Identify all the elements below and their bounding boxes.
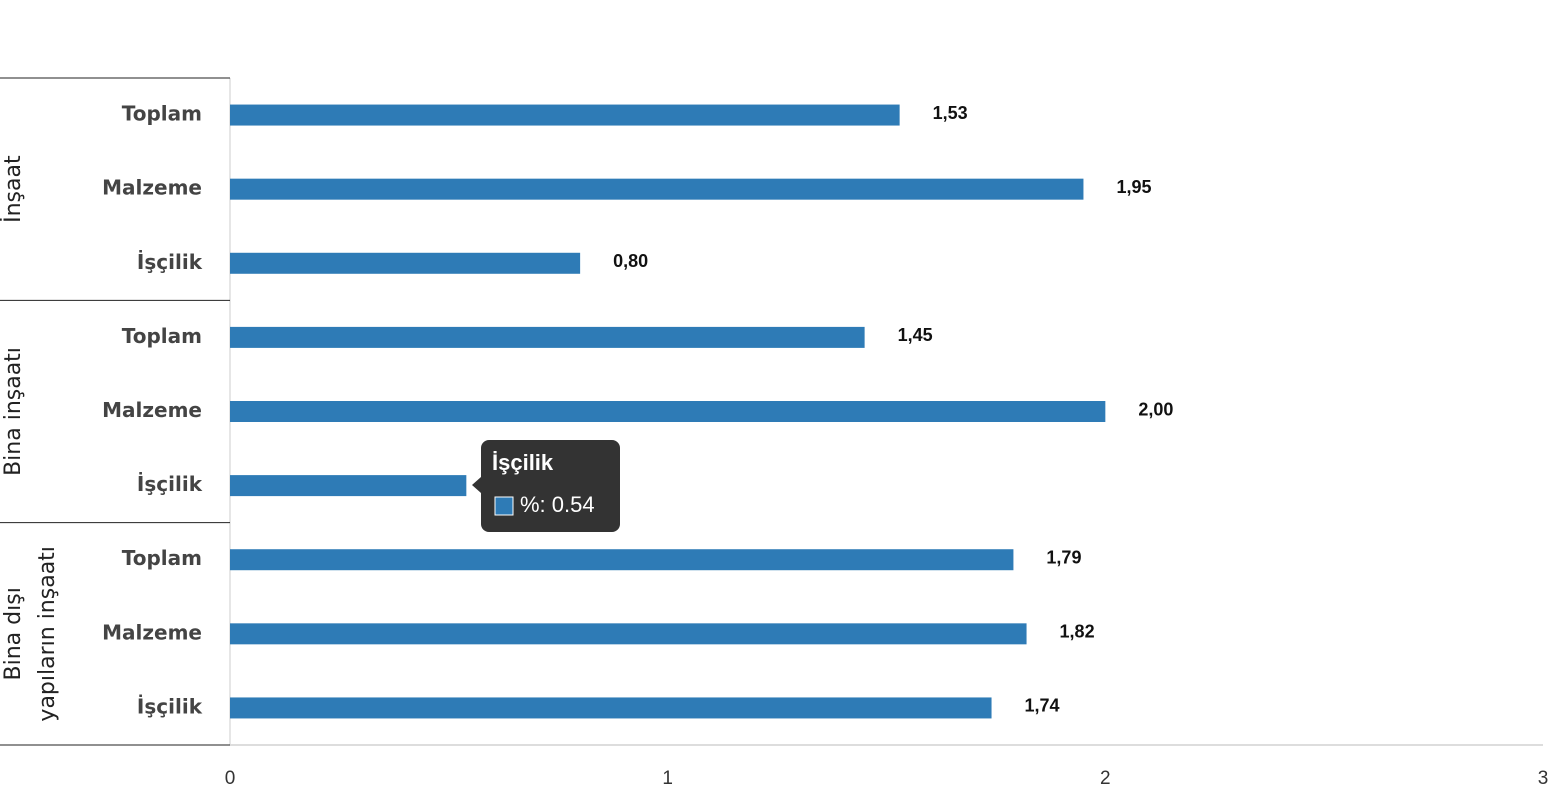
value-label: 1,79 xyxy=(1046,547,1081,567)
group-label: İnşaat xyxy=(0,155,26,223)
category-label: Malzeme xyxy=(102,176,202,200)
tooltip-swatch xyxy=(494,496,514,516)
value-label: 1,45 xyxy=(898,325,933,345)
bar xyxy=(230,697,992,719)
group-label: Bina inşaatı xyxy=(1,347,26,476)
bar xyxy=(230,178,1084,200)
category-label: Toplam xyxy=(122,324,202,348)
value-label: 0,80 xyxy=(613,251,648,271)
bar xyxy=(230,549,1014,571)
tooltip-title: İşçilik xyxy=(492,450,554,475)
x-tick-label: 0 xyxy=(225,768,236,789)
category-label: Malzeme xyxy=(102,620,202,644)
x-tick-label: 2 xyxy=(1100,768,1111,789)
value-label: 2,00 xyxy=(1138,399,1173,419)
bar xyxy=(230,326,865,348)
category-label: Toplam xyxy=(122,102,202,126)
group-label: yapıların inşaatı xyxy=(35,546,60,721)
tooltip-pointer xyxy=(472,477,481,493)
category-label: İşçilik xyxy=(137,694,203,718)
tooltip-box xyxy=(481,440,620,532)
category-label: İşçilik xyxy=(137,472,203,496)
value-label: 1,53 xyxy=(933,103,968,123)
category-label: Toplam xyxy=(122,546,202,570)
category-label: İşçilik xyxy=(137,250,203,274)
group-label: Bina dışı xyxy=(1,587,26,680)
value-label: 1,74 xyxy=(1025,696,1060,716)
category-label: Malzeme xyxy=(102,398,202,422)
tooltip-text: %: 0.54 xyxy=(520,492,595,517)
value-label: 1,82 xyxy=(1060,622,1095,642)
bar xyxy=(230,401,1106,422)
x-tick-label: 3 xyxy=(1538,768,1549,789)
bar xyxy=(230,252,581,274)
bar xyxy=(230,475,467,497)
value-label: 1,95 xyxy=(1116,177,1151,197)
x-tick-label: 1 xyxy=(662,768,673,789)
bar xyxy=(230,623,1027,645)
bar xyxy=(230,104,900,126)
